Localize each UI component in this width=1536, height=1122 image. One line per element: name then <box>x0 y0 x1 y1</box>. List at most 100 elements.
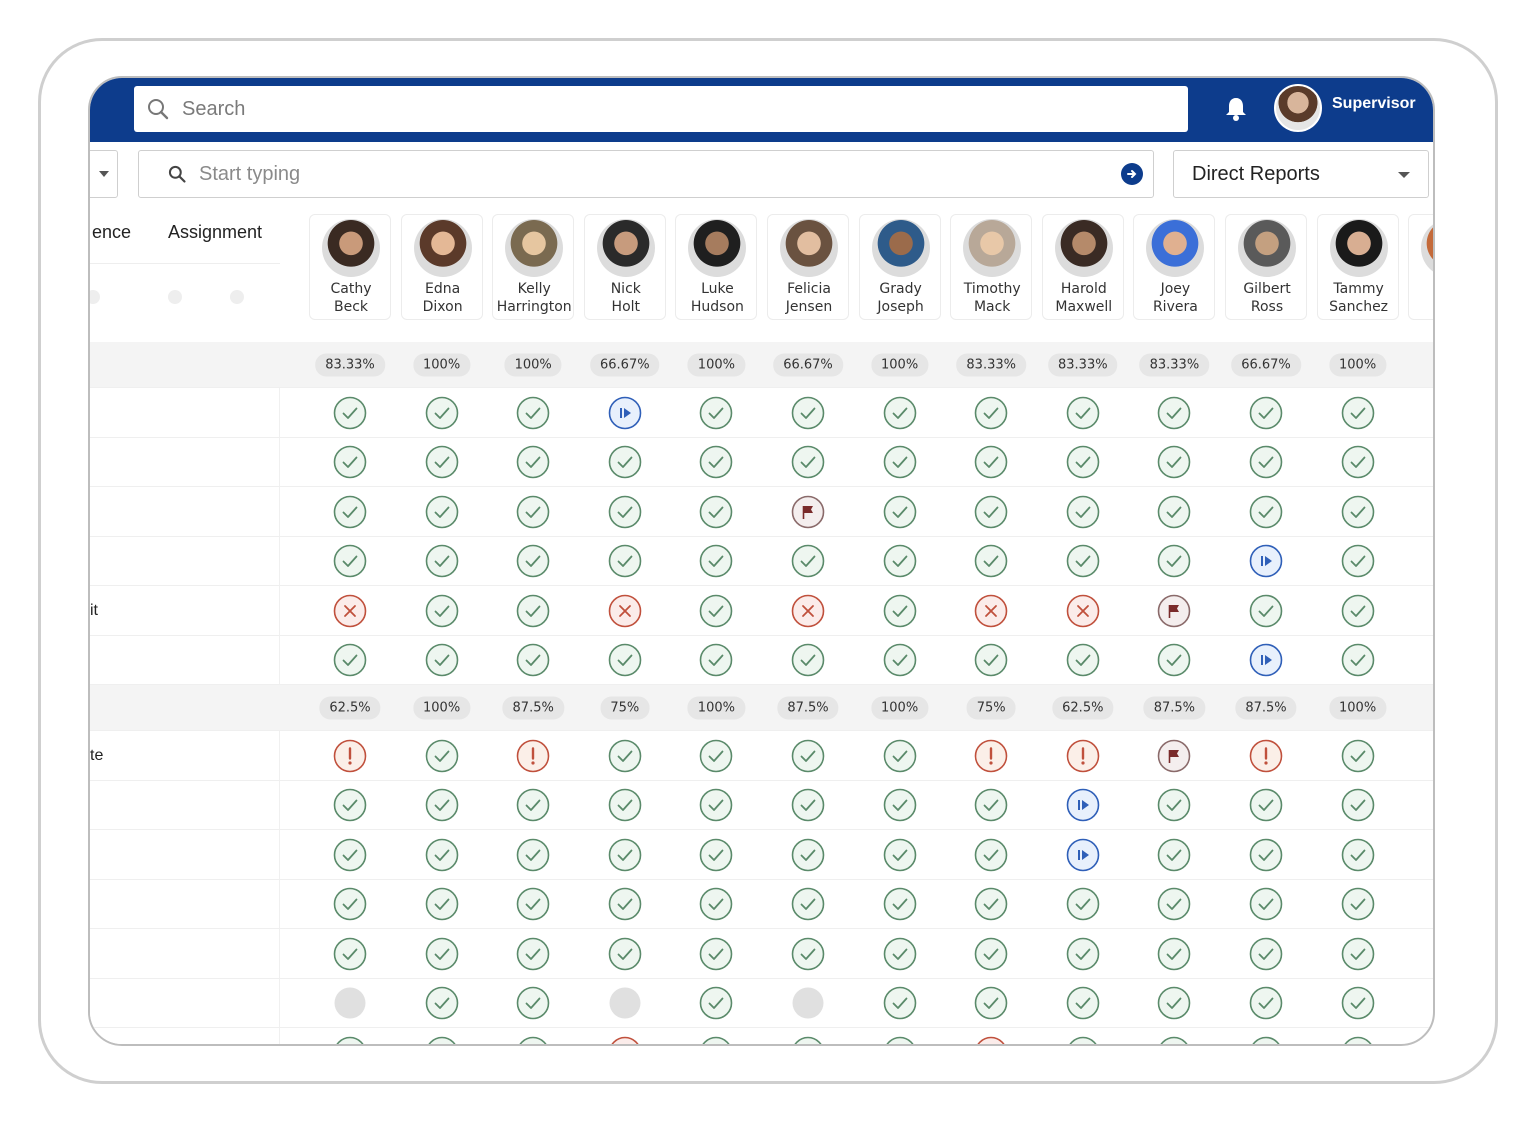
check-circle-icon[interactable] <box>883 495 917 529</box>
check-circle-icon[interactable] <box>974 396 1008 430</box>
check-circle-icon[interactable] <box>333 788 367 822</box>
check-circle-icon[interactable] <box>1249 937 1283 971</box>
check-circle-icon[interactable] <box>883 396 917 430</box>
check-circle-icon[interactable] <box>1341 396 1375 430</box>
check-circle-icon[interactable] <box>516 986 550 1020</box>
check-circle-icon[interactable] <box>425 396 459 430</box>
bell-icon[interactable] <box>1224 96 1248 122</box>
check-circle-icon[interactable] <box>333 544 367 578</box>
person-card[interactable]: Harold Maxwell <box>1041 214 1124 320</box>
alert-circle-icon[interactable] <box>1066 739 1100 773</box>
check-circle-icon[interactable] <box>791 445 825 479</box>
check-circle-icon[interactable] <box>1341 788 1375 822</box>
column-header-competence[interactable]: ence <box>92 222 132 242</box>
check-circle-icon[interactable] <box>1249 788 1283 822</box>
check-circle-icon[interactable] <box>516 937 550 971</box>
check-circle-icon[interactable] <box>608 739 642 773</box>
check-circle-icon[interactable] <box>425 445 459 479</box>
check-circle-icon[interactable] <box>791 544 825 578</box>
check-circle-icon[interactable] <box>1157 1036 1191 1044</box>
flag-circle-icon[interactable] <box>791 495 825 529</box>
check-circle-icon[interactable] <box>699 396 733 430</box>
alert-circle-icon[interactable] <box>333 739 367 773</box>
check-circle-icon[interactable] <box>699 544 733 578</box>
check-circle-icon[interactable] <box>333 1036 367 1044</box>
check-circle-icon[interactable] <box>1341 986 1375 1020</box>
person-card[interactable]: S <box>1408 214 1433 320</box>
check-circle-icon[interactable] <box>425 594 459 628</box>
check-circle-icon[interactable] <box>608 445 642 479</box>
check-circle-icon[interactable] <box>883 445 917 479</box>
person-card[interactable]: Grady Joseph <box>858 214 941 320</box>
check-circle-icon[interactable] <box>333 887 367 921</box>
check-circle-icon[interactable] <box>1249 887 1283 921</box>
check-circle-icon[interactable] <box>883 986 917 1020</box>
check-circle-icon[interactable] <box>1066 986 1100 1020</box>
check-circle-icon[interactable] <box>1341 838 1375 872</box>
check-circle-icon[interactable] <box>1157 986 1191 1020</box>
check-circle-icon[interactable] <box>1157 838 1191 872</box>
check-circle-icon[interactable] <box>791 788 825 822</box>
check-circle-icon[interactable] <box>516 594 550 628</box>
check-circle-icon[interactable] <box>974 495 1008 529</box>
check-circle-icon[interactable] <box>883 887 917 921</box>
filter-search[interactable] <box>138 150 1154 198</box>
empty-circle-icon[interactable] <box>608 986 642 1020</box>
flag-circle-icon[interactable] <box>1157 739 1191 773</box>
x-circle-icon[interactable] <box>608 1036 642 1044</box>
check-circle-icon[interactable] <box>883 788 917 822</box>
check-circle-icon[interactable] <box>699 1036 733 1044</box>
check-circle-icon[interactable] <box>1157 495 1191 529</box>
check-circle-icon[interactable] <box>791 643 825 677</box>
check-circle-icon[interactable] <box>699 445 733 479</box>
check-circle-icon[interactable] <box>1066 495 1100 529</box>
check-circle-icon[interactable] <box>608 838 642 872</box>
check-circle-icon[interactable] <box>1341 445 1375 479</box>
check-circle-icon[interactable] <box>516 1036 550 1044</box>
check-circle-icon[interactable] <box>425 788 459 822</box>
person-card[interactable]: Cathy Beck <box>309 214 391 320</box>
check-circle-icon[interactable] <box>1066 643 1100 677</box>
check-circle-icon[interactable] <box>1066 445 1100 479</box>
check-circle-icon[interactable] <box>1249 495 1283 529</box>
person-card[interactable]: Kelly Harrington <box>492 214 575 320</box>
x-circle-icon[interactable] <box>1066 594 1100 628</box>
check-circle-icon[interactable] <box>974 937 1008 971</box>
check-circle-icon[interactable] <box>516 495 550 529</box>
check-circle-icon[interactable] <box>883 739 917 773</box>
flag-circle-icon[interactable] <box>1157 594 1191 628</box>
check-circle-icon[interactable] <box>425 986 459 1020</box>
check-circle-icon[interactable] <box>1157 937 1191 971</box>
check-circle-icon[interactable] <box>791 887 825 921</box>
check-circle-icon[interactable] <box>883 838 917 872</box>
check-circle-icon[interactable] <box>333 937 367 971</box>
check-circle-icon[interactable] <box>1341 739 1375 773</box>
check-circle-icon[interactable] <box>1157 643 1191 677</box>
check-circle-icon[interactable] <box>699 739 733 773</box>
check-circle-icon[interactable] <box>699 887 733 921</box>
filter-input[interactable] <box>199 162 1079 186</box>
check-circle-icon[interactable] <box>883 594 917 628</box>
check-circle-icon[interactable] <box>333 495 367 529</box>
check-circle-icon[interactable] <box>883 937 917 971</box>
person-card[interactable]: Gilbert Ross <box>1225 214 1307 320</box>
check-circle-icon[interactable] <box>608 643 642 677</box>
check-circle-icon[interactable] <box>516 788 550 822</box>
check-circle-icon[interactable] <box>699 937 733 971</box>
check-circle-icon[interactable] <box>1066 544 1100 578</box>
check-circle-icon[interactable] <box>699 495 733 529</box>
alert-circle-icon[interactable] <box>974 739 1008 773</box>
check-circle-icon[interactable] <box>1066 396 1100 430</box>
check-circle-icon[interactable] <box>516 544 550 578</box>
x-circle-icon[interactable] <box>333 594 367 628</box>
person-card[interactable]: Nick Holt <box>583 214 666 320</box>
go-button[interactable] <box>1121 163 1143 185</box>
check-circle-icon[interactable] <box>608 937 642 971</box>
check-circle-icon[interactable] <box>974 838 1008 872</box>
check-circle-icon[interactable] <box>974 788 1008 822</box>
alert-circle-icon[interactable] <box>516 739 550 773</box>
check-circle-icon[interactable] <box>333 838 367 872</box>
check-circle-icon[interactable] <box>1157 887 1191 921</box>
check-circle-icon[interactable] <box>333 445 367 479</box>
check-circle-icon[interactable] <box>1341 594 1375 628</box>
